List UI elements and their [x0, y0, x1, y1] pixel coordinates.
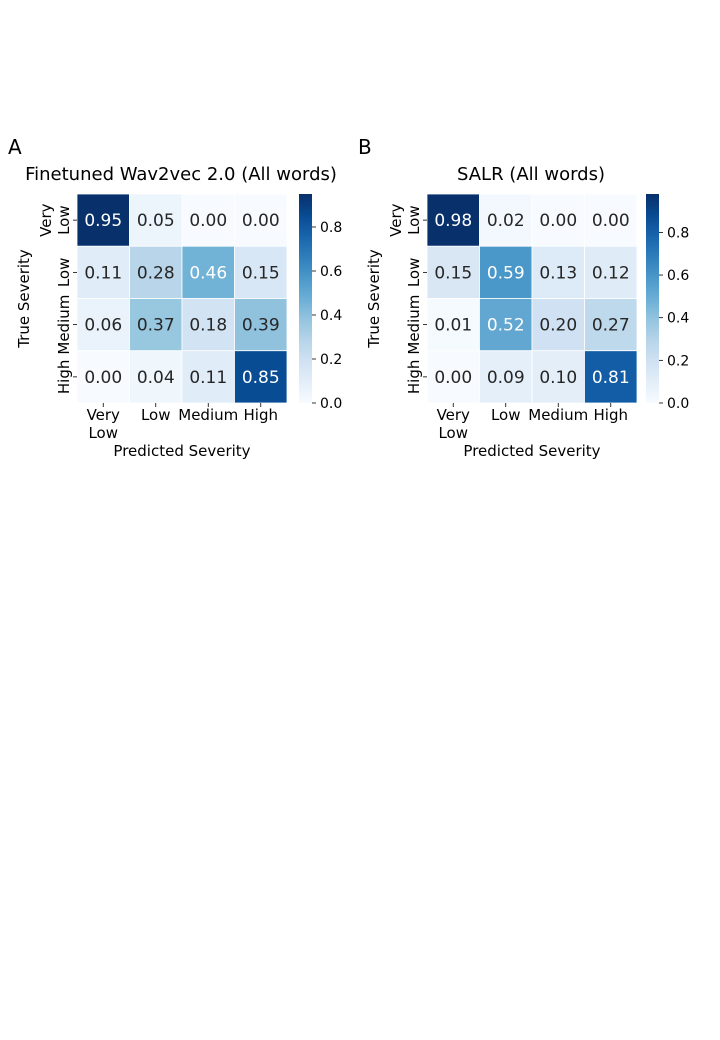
colorbar	[299, 194, 312, 403]
colorbar-tick-label: 0.0	[667, 396, 689, 412]
colorbar-tick-label: 0.6	[320, 264, 342, 280]
panel-label: A	[8, 135, 22, 159]
cell-value-label: 0.59	[487, 263, 525, 283]
cell-value-label: 0.13	[539, 263, 577, 283]
cell-value-label: 0.20	[539, 316, 577, 336]
y-axis-label: True Severity	[365, 249, 383, 349]
y-tick-label: Very	[387, 203, 405, 236]
x-tick-label: Medium	[178, 406, 238, 424]
chart-title: SALR (All words)	[457, 164, 605, 185]
heatmap-cell	[129, 350, 183, 404]
heatmap-cell	[426, 298, 480, 352]
y-tick-label: High	[405, 360, 423, 394]
x-tick-label: High	[244, 406, 278, 424]
colorbar-tick-label: 0.2	[667, 353, 689, 369]
colorbar	[646, 194, 659, 403]
y-tick-label: Medium	[405, 295, 423, 355]
cell-value-label: 0.00	[189, 211, 227, 231]
heatmap-cell	[234, 350, 288, 404]
colorbar-tick-label: 0.8	[667, 225, 689, 241]
cell-value-label: 0.09	[487, 368, 525, 388]
heatmap-cell	[181, 193, 235, 247]
cell-value-label: 0.15	[242, 263, 280, 283]
x-tick-label: Medium	[528, 406, 588, 424]
y-tick-label: Low	[405, 258, 423, 288]
heatmap-cell	[234, 193, 288, 247]
cell-value-label: 0.04	[137, 368, 175, 388]
heatmap-cell	[234, 245, 288, 299]
colorbar-tick-label: 0.8	[320, 220, 342, 236]
y-tick-label: High	[55, 360, 73, 394]
heatmap-cell	[531, 193, 585, 247]
cell-value-label: 0.27	[592, 316, 630, 336]
cell-value-label: 0.52	[487, 316, 525, 336]
cell-value-label: 0.00	[592, 211, 630, 231]
heatmap-cell	[479, 245, 533, 299]
y-axis-label: True Severity	[15, 249, 33, 349]
cell-value-label: 0.00	[84, 368, 122, 388]
panel-b: B SALR (All words) 0.98 0.02 0.00 0.00 0.15 0.5…	[358, 135, 689, 460]
cell-value-label: 0.95	[84, 211, 122, 231]
heatmap-cell	[584, 245, 638, 299]
cell-value-label: 0.46	[189, 263, 227, 283]
cell-value-label: 0.02	[487, 211, 525, 231]
x-tick-label: Very	[87, 406, 120, 424]
colorbar-tick-label: 0.4	[320, 308, 342, 324]
heatmap-cell	[129, 193, 183, 247]
cell-value-label: 0.10	[539, 368, 577, 388]
cell-value-label: 0.05	[137, 211, 175, 231]
heatmap-cell	[129, 245, 183, 299]
cell-value-label: 0.39	[242, 316, 280, 336]
heatmap-cell	[584, 193, 638, 247]
cell-value-label: 0.12	[592, 263, 630, 283]
y-tick-label: Low	[55, 205, 73, 235]
heatmap-cell	[479, 298, 533, 352]
x-tick-label: Very	[437, 406, 470, 424]
cell-value-label: 0.18	[189, 316, 227, 336]
heatmap-cell	[76, 193, 130, 247]
y-tick-label: Low	[55, 258, 73, 288]
cell-value-label: 0.37	[137, 316, 175, 336]
x-tick-label: Low	[88, 424, 118, 442]
x-tick-label: Low	[438, 424, 468, 442]
colorbar-tick-label: 0.0	[320, 396, 342, 412]
cell-value-label: 0.15	[434, 263, 472, 283]
cell-value-label: 0.00	[434, 368, 472, 388]
cell-value-label: 0.00	[539, 211, 577, 231]
heatmap-cell	[584, 298, 638, 352]
cell-value-label: 0.00	[242, 211, 280, 231]
cell-value-label: 0.11	[189, 368, 227, 388]
cell-value-label: 0.85	[242, 368, 280, 388]
x-tick-label: Low	[141, 406, 171, 424]
chart-title: Finetuned Wav2vec 2.0 (All words)	[25, 164, 337, 185]
cell-value-label: 0.98	[434, 211, 472, 231]
heatmap-cell	[234, 298, 288, 352]
y-tick-label: Medium	[55, 295, 73, 355]
cell-value-label: 0.81	[592, 368, 630, 388]
cell-value-label: 0.11	[84, 263, 122, 283]
colorbar-tick-label: 0.4	[667, 311, 689, 327]
panel-label: B	[358, 135, 372, 159]
cell-value-label: 0.06	[84, 316, 122, 336]
x-axis-label: Predicted Severity	[463, 442, 600, 460]
heatmap-cell	[479, 193, 533, 247]
cell-value-label: 0.28	[137, 263, 175, 283]
x-tick-label: High	[594, 406, 628, 424]
heatmap-cell	[129, 298, 183, 352]
y-tick-label: Very	[37, 203, 55, 236]
colorbar-tick-label: 0.2	[320, 352, 342, 368]
x-axis-label: Predicted Severity	[113, 442, 250, 460]
heatmap-cell	[426, 193, 480, 247]
cell-value-label: 0.01	[434, 316, 472, 336]
y-tick-label: Low	[405, 205, 423, 235]
x-tick-label: Low	[491, 406, 521, 424]
colorbar-tick-label: 0.6	[667, 268, 689, 284]
